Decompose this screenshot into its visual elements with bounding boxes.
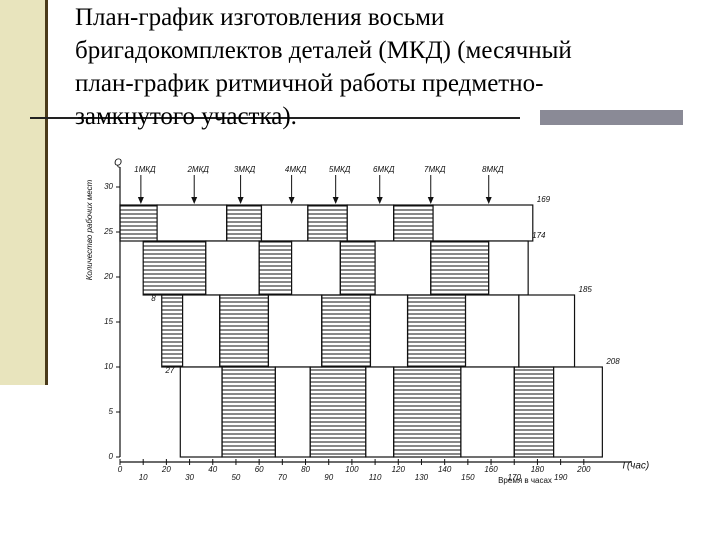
title-block	[540, 110, 683, 125]
work-block	[430, 240, 490, 296]
arrow-label: 6МКД	[373, 165, 395, 174]
work-block	[393, 204, 434, 242]
x-tick-label: 10	[139, 473, 148, 482]
x-tick-label: 190	[554, 473, 568, 482]
arrow-head	[288, 197, 295, 204]
work-block	[321, 294, 372, 368]
x-axis-label: Время в часах	[498, 476, 552, 485]
x-tick-label: 140	[438, 465, 452, 474]
work-block	[161, 294, 184, 368]
end-label: 208	[605, 357, 620, 366]
y-tick-label: 30	[104, 182, 113, 191]
arrow-head	[485, 197, 492, 204]
title-line: бригадокомплектов деталей (МКД) (месячны…	[75, 37, 572, 64]
x-tick-label: 50	[231, 473, 240, 482]
work-block	[291, 240, 341, 296]
work-block	[339, 240, 376, 296]
work-block	[365, 366, 395, 458]
work-block	[142, 240, 207, 296]
arrow-label: 7МКД	[424, 165, 446, 174]
x-tick-label: 40	[208, 465, 217, 474]
work-block	[374, 240, 432, 296]
title-line: замкнутого участка).	[75, 103, 297, 130]
work-block	[309, 366, 367, 458]
work-block	[346, 204, 395, 242]
x-tick-label: 90	[324, 473, 333, 482]
work-block	[221, 366, 276, 458]
arrow-head	[237, 197, 244, 204]
work-block	[156, 204, 228, 242]
work-block	[464, 294, 520, 368]
work-block	[393, 366, 462, 458]
x-tick-label: 0	[118, 465, 123, 474]
work-block	[432, 204, 534, 242]
title-line: План-график изготовления восьми	[75, 4, 445, 31]
work-block	[119, 204, 158, 242]
arrow-label: 5МКД	[329, 165, 351, 174]
work-block	[307, 204, 348, 242]
x-tick-label: 100	[345, 465, 359, 474]
x-tick-label: 150	[461, 473, 475, 482]
work-block	[258, 240, 293, 296]
start-label: 8	[151, 294, 156, 303]
work-block	[369, 294, 409, 368]
x-tick-label: 130	[415, 473, 429, 482]
end-label: 169	[537, 195, 551, 204]
x-tick-label: 20	[161, 465, 171, 474]
work-block	[488, 240, 529, 296]
work-block	[226, 204, 263, 242]
y-tick-label: 20	[103, 272, 113, 281]
work-block	[518, 294, 576, 368]
x-tick-label: 120	[392, 465, 406, 474]
arrow-head	[191, 197, 198, 204]
x-tick-label: 30	[185, 473, 194, 482]
arrow-head	[427, 197, 434, 204]
x-tick-label: 80	[301, 465, 310, 474]
x-tick-label: 170	[508, 473, 522, 482]
work-block	[182, 294, 221, 368]
x-tick-label: 110	[369, 473, 382, 482]
y-axis-symbol: Q	[114, 158, 122, 169]
work-block	[260, 204, 309, 242]
x-tick-label: 180	[531, 465, 545, 474]
x-tick-label: 60	[255, 465, 264, 474]
arrow-head	[332, 197, 339, 204]
y-tick-label: 0	[109, 452, 114, 461]
work-block	[267, 294, 323, 368]
arrow-label: 8МКД	[482, 165, 504, 174]
x-tick-label: 70	[278, 473, 287, 482]
title-rule	[30, 117, 520, 119]
arrow-head	[376, 197, 383, 204]
arrow-label: 4МКД	[285, 165, 307, 174]
x-axis-symbol: T(час)	[621, 461, 650, 472]
end-label: 174	[532, 231, 546, 240]
work-block	[406, 294, 467, 368]
y-tick-label: 5	[109, 407, 114, 416]
work-block	[553, 366, 603, 458]
arrow-head	[137, 197, 144, 204]
arrow-label: 2МКД	[186, 165, 209, 174]
work-block	[219, 294, 270, 368]
work-block	[274, 366, 311, 458]
x-tick-label: 160	[484, 465, 498, 474]
side-bar	[0, 0, 45, 385]
end-label: 185	[579, 285, 593, 294]
title-line: план-график ритмичной работы предметно-	[75, 70, 544, 97]
arrow-label: 1МКД	[134, 165, 156, 174]
x-tick-label: 200	[576, 465, 591, 474]
arrow-label: 3МКД	[234, 165, 256, 174]
work-block	[513, 366, 555, 458]
work-block	[460, 366, 515, 458]
y-tick-label: 10	[104, 362, 113, 371]
side-bar-edge	[45, 0, 48, 385]
work-block	[205, 240, 260, 296]
y-axis-label: Количество рабочих мест	[85, 179, 94, 280]
start-label: 27	[164, 366, 174, 375]
y-tick-label: 25	[103, 227, 113, 236]
y-tick-label: 15	[104, 317, 113, 326]
work-block	[179, 366, 223, 458]
